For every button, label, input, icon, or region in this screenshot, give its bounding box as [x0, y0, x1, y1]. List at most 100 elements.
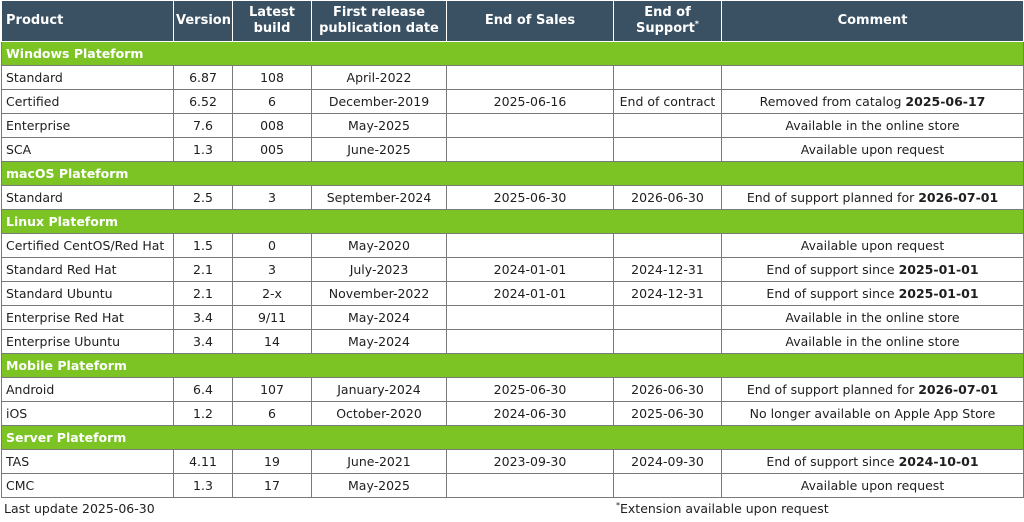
cell-end-of-support [613, 137, 722, 162]
comment-text: Available upon request [800, 142, 945, 157]
cell-product: CMC [1, 473, 174, 498]
table-row: Enterprise 7.6 008 May-2025 Available in the… [1, 113, 1024, 138]
comment-text: Available upon request [800, 238, 945, 253]
cell-end-of-support: 2024-12-31 [613, 257, 722, 282]
cell-end-of-sales: 2024-06-30 [446, 401, 614, 426]
cell-comment: No longer available on Apple App Store [721, 401, 1024, 426]
cell-version: 7.6 [173, 113, 233, 138]
cell-first-release: December-2019 [311, 89, 447, 114]
cell-comment: Available upon request [721, 233, 1024, 258]
cell-latest-build: 14 [232, 329, 312, 354]
cell-end-of-support: 2026-06-30 [613, 185, 722, 210]
cell-latest-build: 2-x [232, 281, 312, 306]
section-row: Mobile Plateform [1, 353, 1024, 378]
cell-latest-build: 6 [232, 401, 312, 426]
comment-date: 2024-10-01 [898, 454, 979, 469]
cell-version: 1.3 [173, 473, 233, 498]
cell-product: Standard [1, 65, 174, 90]
section-title: Server Plateform [1, 425, 1024, 450]
cell-version: 2.1 [173, 257, 233, 282]
cell-product: Standard Red Hat [1, 257, 174, 282]
end-of-support-footnote-mark: * [694, 19, 699, 29]
cell-latest-build: 107 [232, 377, 312, 402]
header-first-release: First release publication date [311, 0, 447, 42]
cell-comment: Available in the online store [721, 305, 1024, 330]
cell-product: Enterprise Red Hat [1, 305, 174, 330]
table-row: Enterprise Red Hat 3.4 9/11 May-2024 Availab… [1, 305, 1024, 330]
cell-comment: End of support since 2025-01-01 [721, 281, 1024, 306]
cell-version: 1.5 [173, 233, 233, 258]
section-row: macOS Plateform [1, 161, 1024, 186]
cell-end-of-support [613, 113, 722, 138]
section-row: Windows Plateform [1, 41, 1024, 66]
section-row: Server Plateform [1, 425, 1024, 450]
cell-first-release: June-2025 [311, 137, 447, 162]
header-product: Product [1, 0, 174, 42]
cell-comment: Removed from catalog 2025-06-17 [721, 89, 1024, 114]
cell-version: 6.52 [173, 89, 233, 114]
cell-comment: End of support planned for 2026-07-01 [721, 185, 1024, 210]
cell-product: Enterprise [1, 113, 174, 138]
cell-version: 2.5 [173, 185, 233, 210]
cell-version: 2.1 [173, 281, 233, 306]
table-body: Windows Plateform Standard 6.87 108 April-20… [1, 41, 1024, 498]
section-title: Mobile Plateform [1, 353, 1024, 378]
cell-first-release: May-2025 [311, 113, 447, 138]
table-footer: Last update 2025-06-30 *Extension availa… [0, 498, 1024, 522]
cell-end-of-support [613, 305, 722, 330]
cell-comment: End of support since 2024-10-01 [721, 449, 1024, 474]
comment-text: End of support planned for [746, 190, 919, 205]
table-row: Enterprise Ubuntu 3.4 14 May-2024 Available … [1, 329, 1024, 354]
cell-end-of-support [613, 65, 722, 90]
cell-product: Enterprise Ubuntu [1, 329, 174, 354]
comment-date: 2026-07-01 [918, 190, 999, 205]
cell-end-of-sales [446, 113, 614, 138]
cell-first-release: May-2024 [311, 305, 447, 330]
cell-first-release: June-2021 [311, 449, 447, 474]
comment-text: End of support planned for [746, 382, 919, 397]
section-title: macOS Plateform [1, 161, 1024, 186]
table-row: Standard 6.87 108 April-2022 [1, 65, 1024, 90]
cell-first-release: November-2022 [311, 281, 447, 306]
cell-end-of-support: 2025-06-30 [613, 401, 722, 426]
cell-product: iOS [1, 401, 174, 426]
cell-product: Standard Ubuntu [1, 281, 174, 306]
comment-text: End of support since [766, 262, 899, 277]
cell-end-of-sales: 2024-01-01 [446, 281, 614, 306]
comment-text: Available upon request [800, 478, 945, 493]
section-row: Linux Plateform [1, 209, 1024, 234]
cell-version: 6.87 [173, 65, 233, 90]
cell-latest-build: 19 [232, 449, 312, 474]
cell-latest-build: 0 [232, 233, 312, 258]
cell-end-of-support: 2024-09-30 [613, 449, 722, 474]
table-row: Standard Ubuntu 2.1 2-x November-2022 2024-0… [1, 281, 1024, 306]
cell-end-of-support: 2026-06-30 [613, 377, 722, 402]
comment-text: End of support since [766, 454, 899, 469]
cell-version: 1.2 [173, 401, 233, 426]
cell-version: 3.4 [173, 329, 233, 354]
comment-date: 2025-01-01 [898, 262, 979, 277]
cell-end-of-sales [446, 305, 614, 330]
cell-end-of-sales [446, 329, 614, 354]
cell-end-of-support [613, 473, 722, 498]
table-row: TAS 4.11 19 June-2021 2023-09-30 2024-09-30 En… [1, 449, 1024, 474]
cell-first-release: May-2020 [311, 233, 447, 258]
table-row: SCA 1.3 005 June-2025 Available upon request [1, 137, 1024, 162]
comment-date: 2025-01-01 [898, 286, 979, 301]
cell-latest-build: 17 [232, 473, 312, 498]
cell-end-of-support [613, 329, 722, 354]
cell-latest-build: 3 [232, 257, 312, 282]
comment-text: No longer available on Apple App Store [749, 406, 996, 421]
table-row: iOS 1.2 6 October-2020 2024-06-30 2025-06-30 N… [1, 401, 1024, 426]
section-title: Linux Plateform [1, 209, 1024, 234]
cell-first-release: September-2024 [311, 185, 447, 210]
header-row: Product Version Latest build First relea… [1, 0, 1024, 42]
cell-comment: Available upon request [721, 473, 1024, 498]
footnote-text: Extension available upon request [620, 501, 829, 516]
cell-end-of-sales: 2023-09-30 [446, 449, 614, 474]
cell-comment: Available in the online store [721, 113, 1024, 138]
cell-product: SCA [1, 137, 174, 162]
cell-latest-build: 6 [232, 89, 312, 114]
cell-product: Certified CentOS/Red Hat [1, 233, 174, 258]
cell-end-of-sales [446, 473, 614, 498]
